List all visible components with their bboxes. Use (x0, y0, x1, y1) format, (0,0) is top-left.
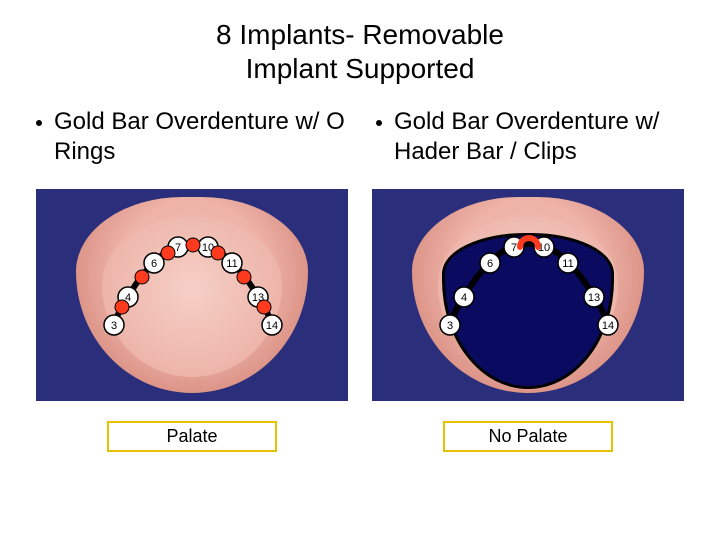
left-photo: 346710111314 (36, 189, 348, 401)
title-line-1: 8 Implants- Removable (216, 19, 504, 50)
gold-bar (450, 244, 608, 325)
right-caption: No Palate (443, 421, 613, 452)
implant-label: 6 (151, 258, 157, 270)
bullet-dot-icon (36, 120, 42, 126)
right-bullet-text: Gold Bar Overdenture w/ Hader Bar / Clip… (394, 107, 690, 167)
implant-marker: 14 (262, 315, 282, 335)
implant-marker: 14 (598, 315, 618, 335)
implant-label: 4 (461, 292, 467, 304)
implant-label: 6 (487, 258, 493, 270)
implant-label: 14 (266, 320, 278, 332)
left-panel: 346710111314 Palate (36, 189, 348, 452)
right-col: Gold Bar Overdenture w/ Hader Bar / Clip… (370, 107, 690, 177)
implant-marker: 6 (480, 253, 500, 273)
implant-label: 7 (175, 242, 181, 254)
bullet-row: Gold Bar Overdenture w/ O Rings Gold Bar… (0, 85, 720, 177)
title-line-2: Implant Supported (246, 53, 475, 84)
implant-marker: 11 (558, 253, 578, 273)
o-ring (115, 300, 129, 314)
implant-label: 7 (511, 242, 517, 254)
right-diagram: 346710111314 (372, 189, 684, 401)
o-ring (186, 238, 200, 252)
left-caption: Palate (107, 421, 277, 452)
left-bullet: Gold Bar Overdenture w/ O Rings (30, 107, 350, 177)
o-ring (135, 270, 149, 284)
implant-marker: 3 (440, 315, 460, 335)
o-ring (161, 246, 175, 260)
o-ring (211, 246, 225, 260)
slide-title: 8 Implants- Removable Implant Supported (0, 0, 720, 85)
implant-marker: 3 (104, 315, 124, 335)
implant-marker: 6 (144, 253, 164, 273)
implant-marker: 13 (584, 287, 604, 307)
right-bullet: Gold Bar Overdenture w/ Hader Bar / Clip… (370, 107, 690, 177)
implant-marker: 4 (454, 287, 474, 307)
implant-label: 14 (602, 320, 614, 332)
implant-label: 3 (111, 320, 117, 332)
right-photo: 346710111314 (372, 189, 684, 401)
left-col: Gold Bar Overdenture w/ O Rings (30, 107, 350, 177)
implant-label: 11 (562, 258, 573, 270)
bullet-dot-icon (376, 120, 382, 126)
implant-label: 3 (447, 320, 453, 332)
right-panel: 346710111314 No Palate (372, 189, 684, 452)
image-row: 346710111314 Palate 346710111314 No Pala… (0, 177, 720, 452)
gold-bar (114, 244, 272, 325)
o-ring (237, 270, 251, 284)
left-bullet-text: Gold Bar Overdenture w/ O Rings (54, 107, 350, 167)
implant-label: 11 (226, 258, 237, 270)
o-ring (257, 300, 271, 314)
left-diagram: 346710111314 (36, 189, 348, 401)
implant-marker: 11 (222, 253, 242, 273)
implant-label: 13 (588, 292, 600, 304)
